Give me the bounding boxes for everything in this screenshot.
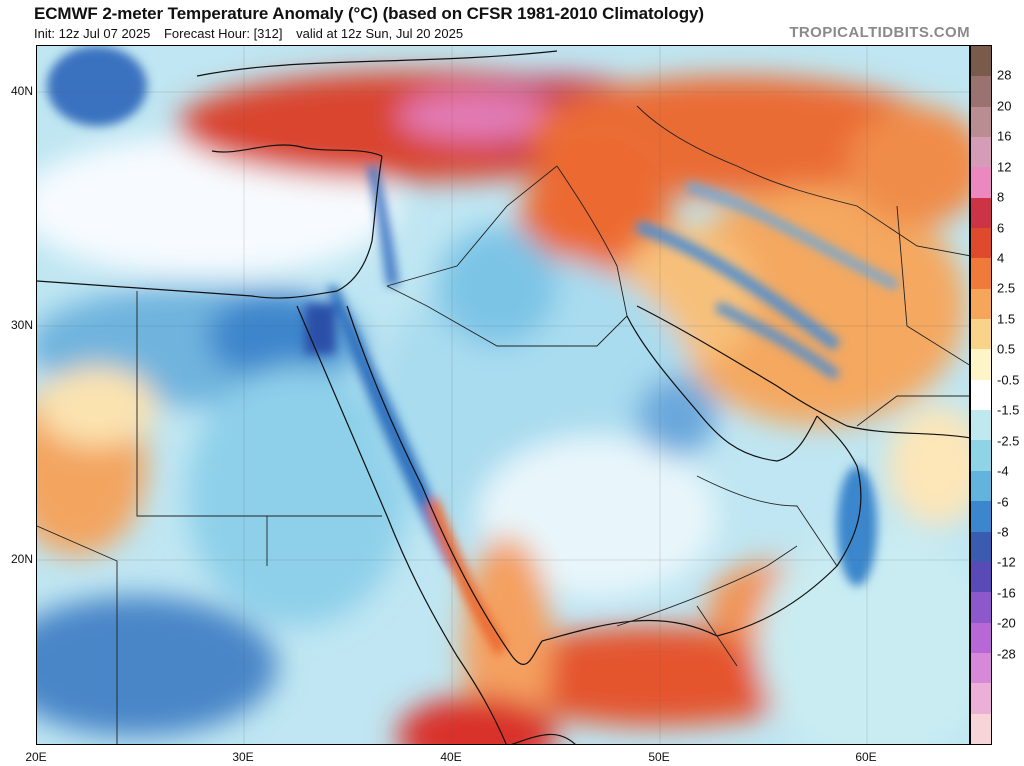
colorbar-segment bbox=[971, 379, 991, 411]
colorbar-segment bbox=[971, 713, 991, 744]
colorbar-label: 2.5 bbox=[997, 280, 1016, 296]
colorbar-segment bbox=[971, 106, 991, 138]
y-tick-40n: 40N bbox=[10, 84, 33, 98]
colorbar-segment bbox=[971, 622, 991, 653]
colorbar-label: 8 bbox=[997, 189, 1005, 205]
x-tick-40e: 40E bbox=[440, 750, 462, 764]
colorbar-segment bbox=[971, 652, 991, 684]
site-credit: TROPICALTIDBITS.COM bbox=[789, 24, 970, 41]
colorbar-segment bbox=[971, 592, 991, 623]
y-tick-30n: 30N bbox=[10, 318, 33, 332]
colorbar-label: -2.5 bbox=[997, 433, 1020, 449]
colorbar-label: 1.5 bbox=[997, 311, 1016, 327]
anomaly-field bbox=[37, 71, 969, 744]
colorbar-segment bbox=[971, 167, 991, 198]
colorbar-segment bbox=[971, 410, 991, 441]
colorbar-segment bbox=[971, 46, 991, 77]
x-tick-60e: 60E bbox=[855, 750, 877, 764]
coastlines bbox=[37, 50, 969, 744]
colorbar-label: -8 bbox=[997, 524, 1009, 540]
colorbar-segment bbox=[971, 349, 991, 380]
colorbar-label: -0.5 bbox=[997, 372, 1020, 388]
colorbar-segment bbox=[971, 319, 991, 350]
colorbar-label: 6 bbox=[997, 220, 1005, 236]
colorbar-segment bbox=[971, 683, 991, 714]
valid-time: valid at 12z Sun, Jul 20 2025 bbox=[296, 26, 464, 41]
x-tick-50e: 50E bbox=[648, 750, 670, 764]
anomaly-detail bbox=[47, 46, 900, 656]
colorbar-label: 16 bbox=[997, 128, 1012, 144]
colorbar-segment bbox=[971, 531, 991, 562]
map-canvas bbox=[37, 46, 969, 744]
colorbar-label: -20 bbox=[997, 615, 1016, 631]
colorbar-segment bbox=[971, 440, 991, 471]
forecast-hour: Forecast Hour: [312] bbox=[163, 26, 283, 41]
colorbar-label: 0.5 bbox=[997, 341, 1016, 357]
colorbar-label: 28 bbox=[997, 67, 1012, 83]
colorbar bbox=[970, 45, 992, 745]
colorbar-segment bbox=[971, 76, 991, 107]
colorbar-label: -12 bbox=[997, 554, 1016, 570]
colorbar-label: -16 bbox=[997, 585, 1016, 601]
anomaly-map bbox=[36, 45, 970, 745]
colorbar-label: 4 bbox=[997, 250, 1005, 266]
colorbar-segment bbox=[971, 470, 991, 502]
colorbar-segment bbox=[971, 288, 991, 320]
colorbar-segment bbox=[971, 258, 991, 289]
colorbar-segment bbox=[971, 197, 991, 229]
graticule bbox=[37, 46, 969, 744]
colorbar-label: 20 bbox=[997, 98, 1012, 114]
x-tick-30e: 30E bbox=[232, 750, 254, 764]
y-tick-20n: 20N bbox=[10, 552, 33, 566]
init-time: Init: 12z Jul 07 2025 bbox=[34, 26, 151, 41]
colorbar-label: -6 bbox=[997, 494, 1009, 510]
colorbar-segment bbox=[971, 228, 991, 259]
colorbar-segment bbox=[971, 561, 991, 593]
x-tick-20e: 20E bbox=[25, 750, 47, 764]
map-title: ECMWF 2-meter Temperature Anomaly (°C) (… bbox=[34, 4, 704, 23]
colorbar-label: -4 bbox=[997, 463, 1009, 479]
borders bbox=[37, 105, 969, 744]
colorbar-segment bbox=[971, 137, 991, 168]
colorbar-label: -1.5 bbox=[997, 402, 1020, 418]
colorbar-label: 12 bbox=[997, 159, 1012, 175]
colorbar-segment bbox=[971, 501, 991, 532]
map-subtitle: Init: 12z Jul 07 2025 Forecast Hour: [31… bbox=[34, 26, 473, 41]
colorbar-label: -28 bbox=[997, 646, 1016, 662]
